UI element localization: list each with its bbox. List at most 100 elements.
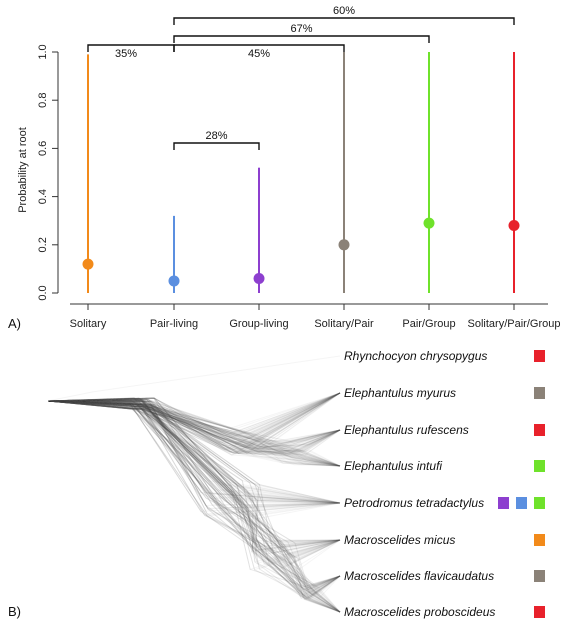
tree-branch bbox=[47, 400, 341, 504]
tree-branch bbox=[47, 400, 341, 467]
tree-branch bbox=[47, 400, 341, 570]
tree-branch bbox=[47, 400, 341, 599]
tree-branch bbox=[47, 400, 341, 613]
tree-branch bbox=[47, 400, 341, 598]
tree-branch bbox=[47, 400, 341, 549]
tree-branch bbox=[47, 397, 341, 467]
tree-branch bbox=[47, 400, 341, 504]
tree-branch bbox=[47, 397, 341, 556]
tree-branch bbox=[47, 392, 341, 453]
tree-branch bbox=[47, 400, 341, 548]
tree-branch bbox=[47, 397, 341, 594]
tree-branch bbox=[47, 397, 341, 565]
tree-branch bbox=[47, 399, 341, 591]
tree-branch bbox=[47, 400, 341, 554]
tree-branch bbox=[47, 400, 341, 613]
tree-branch bbox=[47, 400, 341, 504]
tree-branch bbox=[47, 400, 341, 541]
tree-branch bbox=[47, 400, 341, 444]
tree-branch bbox=[47, 400, 341, 467]
tree-branch bbox=[47, 397, 341, 592]
tree-branch bbox=[47, 400, 341, 467]
species-label: Macroscelides micus bbox=[344, 533, 455, 547]
bracket-line bbox=[173, 35, 430, 43]
tree-branch bbox=[47, 400, 341, 504]
tree-branch bbox=[47, 397, 341, 596]
tree-branch bbox=[47, 400, 341, 548]
tree-branch bbox=[47, 400, 341, 443]
tree-branch bbox=[47, 398, 341, 506]
tree-branch bbox=[47, 400, 341, 613]
tree-branch bbox=[47, 400, 341, 467]
tree-branch bbox=[47, 400, 341, 455]
tree-branch bbox=[47, 400, 341, 598]
tree-branch bbox=[47, 392, 341, 447]
tree-branch bbox=[47, 400, 341, 587]
tree-branch bbox=[47, 400, 341, 467]
tree-branch bbox=[47, 392, 341, 454]
tree-branch bbox=[47, 399, 341, 593]
bracket-label: 67% bbox=[290, 23, 312, 35]
comparison-brackets: 60% 67% 35% 45% 28% bbox=[87, 5, 515, 150]
tree-branch bbox=[47, 400, 341, 504]
tree-branch bbox=[47, 392, 341, 456]
tree-branch bbox=[47, 397, 341, 504]
tree-branch bbox=[47, 400, 341, 558]
tree-branch bbox=[47, 392, 341, 453]
species-label: Macroscelides proboscideus bbox=[344, 605, 495, 619]
tree-branch bbox=[47, 400, 341, 467]
tree-branch bbox=[47, 400, 341, 520]
tree-branch bbox=[47, 400, 341, 613]
tree-branch bbox=[47, 400, 341, 552]
tree-branch bbox=[48, 400, 341, 467]
tree-branch bbox=[47, 400, 341, 613]
tree-branch bbox=[47, 400, 341, 591]
tree-branch bbox=[47, 400, 341, 554]
tree-branch bbox=[47, 400, 341, 613]
tree-branch bbox=[47, 400, 341, 590]
tree-branch bbox=[47, 400, 341, 467]
tree-branch bbox=[47, 400, 341, 554]
tree-branch bbox=[47, 400, 341, 467]
tree-branch bbox=[47, 392, 341, 441]
tree-branch bbox=[47, 400, 341, 504]
tree-branch bbox=[47, 397, 341, 504]
tree-branch bbox=[47, 400, 341, 504]
tree-branch bbox=[47, 400, 341, 613]
tree-branch bbox=[47, 400, 341, 542]
tree-branch bbox=[47, 398, 341, 550]
tree-branch bbox=[47, 400, 341, 516]
tree-branch bbox=[47, 400, 341, 601]
tree-branch bbox=[47, 397, 341, 506]
tree-branch bbox=[47, 400, 341, 443]
tree-branch bbox=[47, 400, 341, 515]
tree-branch bbox=[47, 400, 341, 589]
tree-branch bbox=[47, 400, 341, 454]
tree-branch bbox=[47, 400, 341, 504]
tree-branch bbox=[47, 400, 341, 467]
tree-branch bbox=[47, 400, 341, 517]
y-axis: 0.0 0.2 0.4 0.6 0.8 1.0 bbox=[37, 44, 59, 301]
tree-branch bbox=[47, 400, 341, 453]
tree-branch bbox=[47, 400, 341, 599]
tree-branch bbox=[47, 400, 341, 509]
tree-branch bbox=[47, 400, 341, 594]
y-tick-label: 1.0 bbox=[37, 44, 49, 59]
panel-a-label: A) bbox=[8, 316, 21, 331]
tree-branch bbox=[47, 392, 341, 434]
tree-branch bbox=[47, 400, 341, 587]
tree-branch bbox=[47, 400, 341, 564]
tree-branch bbox=[47, 400, 341, 613]
tree-branch bbox=[47, 400, 341, 545]
tree-branch bbox=[47, 399, 341, 452]
point-estimate bbox=[82, 258, 94, 270]
tree-branch bbox=[47, 400, 341, 510]
tree-branch bbox=[47, 400, 341, 467]
bracket-line bbox=[173, 142, 260, 150]
tree-branch bbox=[47, 398, 341, 504]
tree-branch bbox=[47, 400, 341, 590]
tree-branch bbox=[47, 400, 341, 558]
tree-branch bbox=[47, 400, 341, 504]
tree-branch bbox=[47, 400, 341, 467]
